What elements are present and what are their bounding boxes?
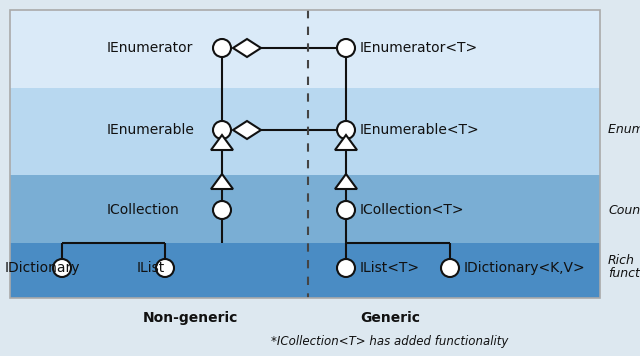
Polygon shape	[335, 174, 357, 189]
Circle shape	[337, 121, 355, 139]
Text: functionality: functionality	[608, 267, 640, 279]
Text: IEnumerator<T>: IEnumerator<T>	[360, 41, 478, 55]
Bar	[10, 10, 600, 298]
Circle shape	[213, 201, 231, 219]
Bar	[10, 88, 600, 175]
Polygon shape	[233, 39, 261, 57]
Circle shape	[337, 259, 355, 277]
Text: IEnumerator: IEnumerator	[107, 41, 193, 55]
Circle shape	[213, 121, 231, 139]
Circle shape	[337, 201, 355, 219]
Text: Enumeration only: Enumeration only	[608, 124, 640, 136]
Polygon shape	[211, 174, 233, 189]
Text: IEnumerable<T>: IEnumerable<T>	[360, 123, 479, 137]
Text: ICollection: ICollection	[107, 203, 180, 217]
Text: Generic: Generic	[360, 311, 420, 325]
Text: IList: IList	[137, 261, 165, 275]
Text: IDictionary<K,V>: IDictionary<K,V>	[464, 261, 586, 275]
Circle shape	[213, 39, 231, 57]
Circle shape	[156, 259, 174, 277]
Polygon shape	[211, 135, 233, 150]
Circle shape	[53, 259, 71, 277]
Text: Non-generic: Non-generic	[142, 311, 237, 325]
Text: ICollection<T>: ICollection<T>	[360, 203, 465, 217]
Text: Rich: Rich	[608, 253, 635, 267]
Bar	[10, 175, 600, 243]
Text: IEnumerable: IEnumerable	[107, 123, 195, 137]
Text: IList<T>: IList<T>	[360, 261, 420, 275]
Circle shape	[441, 259, 459, 277]
Text: IDictionary: IDictionary	[5, 261, 81, 275]
Circle shape	[337, 39, 355, 57]
Polygon shape	[335, 135, 357, 150]
Bar	[10, 243, 600, 298]
Text: Countable*: Countable*	[608, 204, 640, 216]
Text: *ICollection<T> has added functionality: *ICollection<T> has added functionality	[271, 335, 509, 349]
Bar	[10, 10, 600, 88]
Polygon shape	[233, 121, 261, 139]
